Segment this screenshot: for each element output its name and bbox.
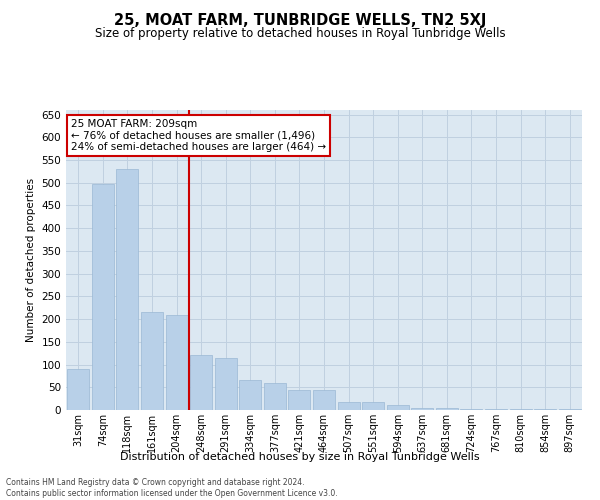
Bar [141, 312, 163, 410]
Bar [190, 356, 212, 410]
Bar [362, 402, 384, 410]
Bar [264, 382, 286, 410]
Bar [313, 390, 335, 410]
Bar [559, 409, 581, 410]
Bar [534, 409, 556, 410]
Bar [386, 406, 409, 410]
Text: 25, MOAT FARM, TUNBRIDGE WELLS, TN2 5XJ: 25, MOAT FARM, TUNBRIDGE WELLS, TN2 5XJ [114, 12, 486, 28]
Bar [485, 409, 507, 410]
Text: 25 MOAT FARM: 209sqm
← 76% of detached houses are smaller (1,496)
24% of semi-de: 25 MOAT FARM: 209sqm ← 76% of detached h… [71, 119, 326, 152]
Bar [411, 408, 433, 410]
Bar [338, 402, 359, 410]
Bar [460, 409, 482, 410]
Y-axis label: Number of detached properties: Number of detached properties [26, 178, 36, 342]
Bar [166, 314, 188, 410]
Bar [92, 184, 114, 410]
Bar [116, 169, 139, 410]
Bar [509, 409, 532, 410]
Bar [215, 358, 237, 410]
Bar [289, 390, 310, 410]
Bar [67, 369, 89, 410]
Text: Contains HM Land Registry data © Crown copyright and database right 2024.
Contai: Contains HM Land Registry data © Crown c… [6, 478, 338, 498]
Bar [436, 408, 458, 410]
Bar [239, 380, 262, 410]
Text: Size of property relative to detached houses in Royal Tunbridge Wells: Size of property relative to detached ho… [95, 28, 505, 40]
Text: Distribution of detached houses by size in Royal Tunbridge Wells: Distribution of detached houses by size … [120, 452, 480, 462]
